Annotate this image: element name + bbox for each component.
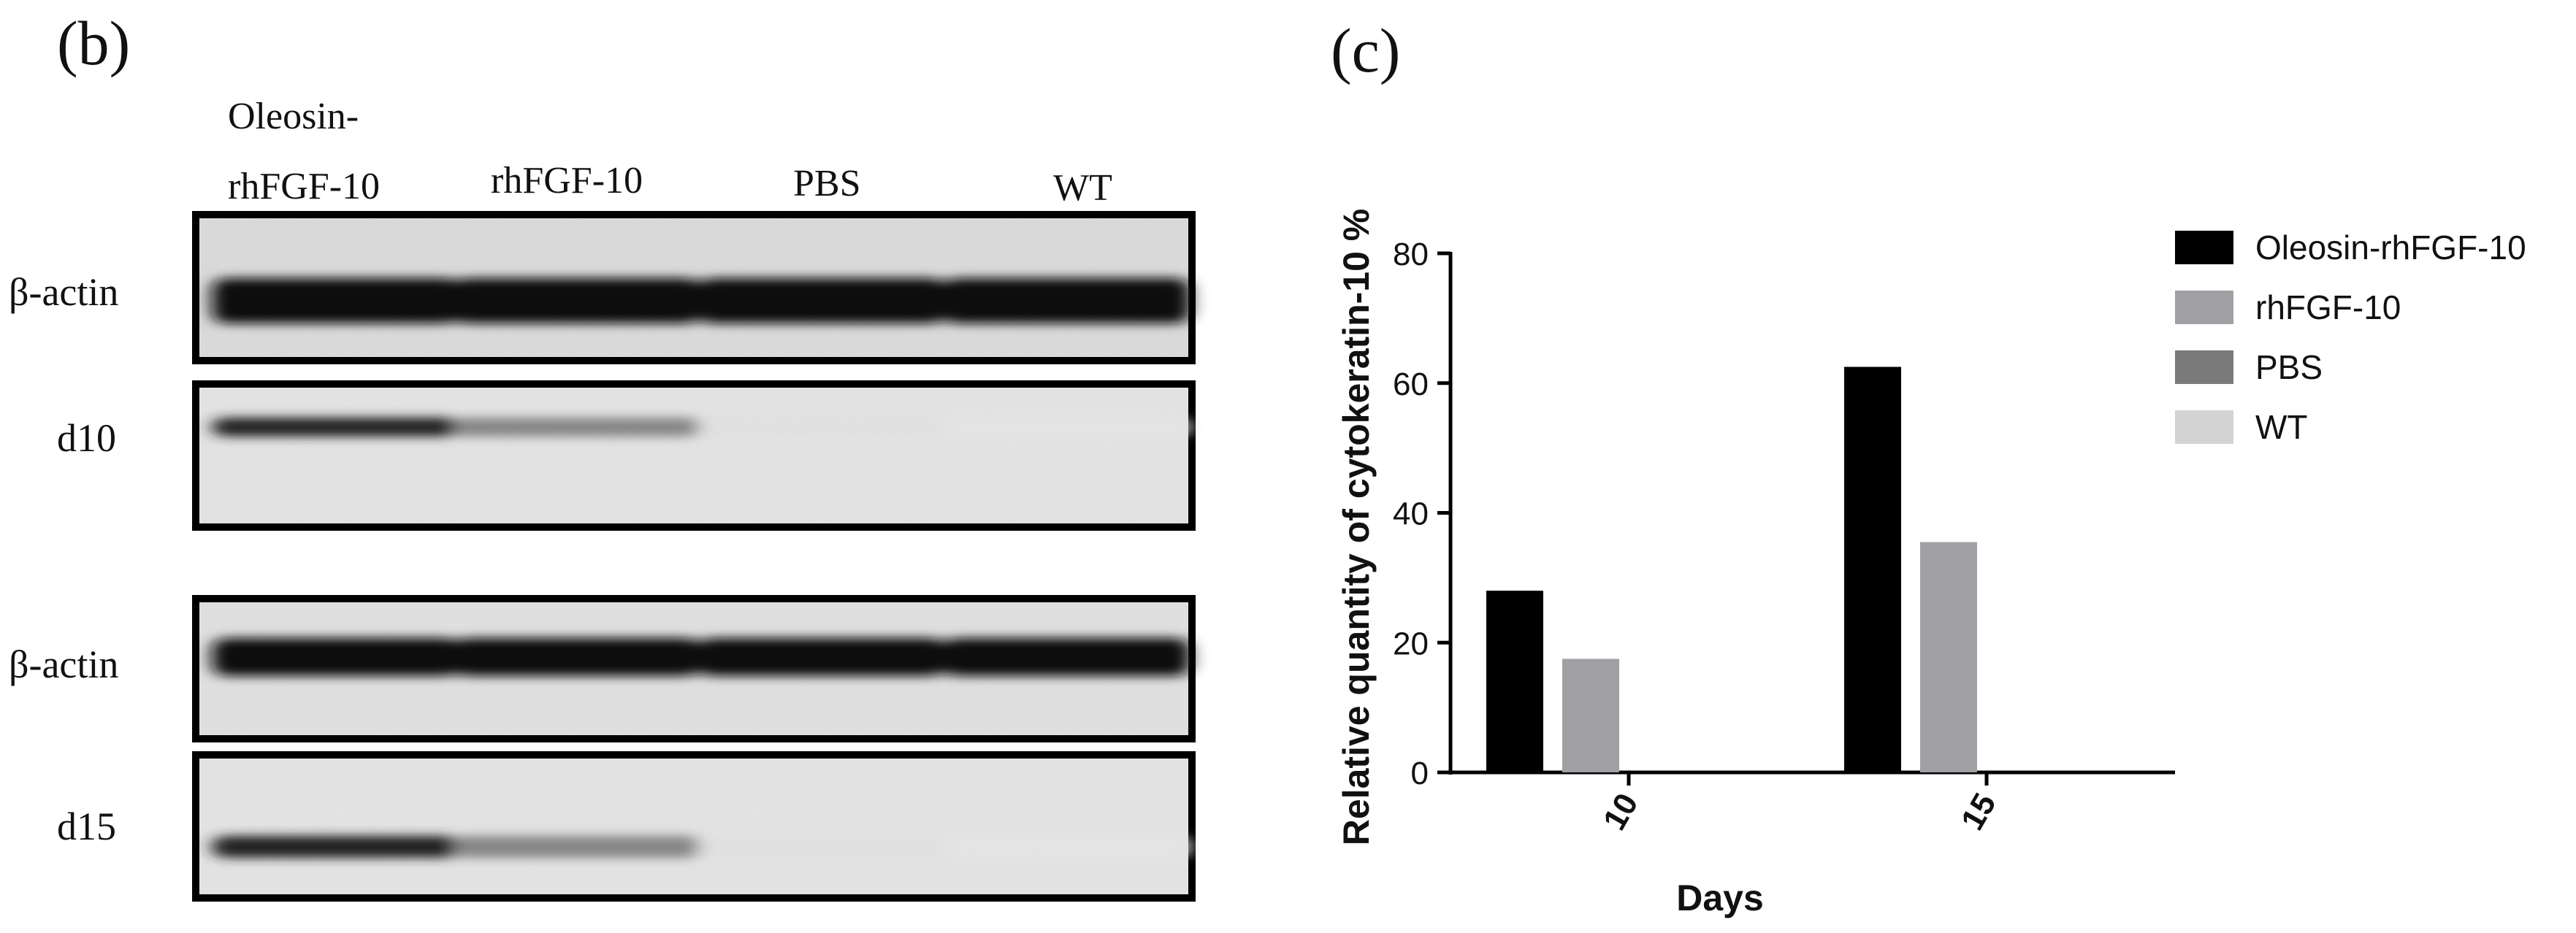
- legend-label-wt: WT: [2255, 408, 2308, 446]
- y-axis-title: Relative quantity of cytokeratin-10 %: [1336, 209, 1377, 845]
- bar-rhfgf-10-day-15: [1920, 542, 1977, 772]
- x-tick-label: 15: [1954, 788, 2003, 837]
- chart-panel: (c) Relative quantity of cytokeratin-10 …: [1331, 15, 2526, 918]
- d10-band-lane-3: [697, 418, 946, 437]
- d10-band-lane-2: [453, 418, 701, 437]
- lane-header-pbs: PBS: [793, 163, 861, 204]
- chart-bars: [1486, 366, 1977, 772]
- x-axis-title: Days: [1676, 878, 1764, 918]
- beta-actin-d15-band-lane-3: [697, 638, 946, 676]
- row-label-d15: d15: [57, 805, 116, 848]
- bar-rhfgf-10-day-10: [1562, 659, 1619, 772]
- d15-band-lane-1: [212, 836, 460, 858]
- beta-actin-d15-band-lane-2: [453, 638, 701, 676]
- lane-header-wt: WT: [1053, 167, 1112, 209]
- x-tick-label: 10: [1597, 788, 1646, 837]
- d15-band-lane-2: [453, 836, 701, 858]
- blot-strip-d15: [192, 751, 1196, 902]
- legend-swatch-rhfgf-10: [2175, 291, 2233, 324]
- beta-actin-d10-band-lane-4: [942, 278, 1190, 323]
- legend-swatch-wt: [2175, 410, 2233, 444]
- beta-actin-d15-band-lane-1: [212, 638, 460, 676]
- chart-panel-label: (c): [1331, 15, 1400, 85]
- y-tick-label: 20: [1393, 626, 1429, 661]
- bar-oleosin-rhfgf-10-day-10: [1486, 591, 1543, 772]
- blot-panel-label: (b): [57, 8, 130, 78]
- d10-band-lane-4: [942, 418, 1190, 437]
- d10-band-lane-1: [212, 418, 460, 437]
- y-tick-label: 40: [1393, 496, 1429, 532]
- legend-label-pbs: PBS: [2255, 348, 2323, 386]
- bar-oleosin-rhfgf-10-day-15: [1844, 366, 1901, 772]
- beta-actin-d15-band-lane-4: [942, 638, 1190, 676]
- legend-label-oleosin-rhfgf-10: Oleosin-rhFGF-10: [2255, 229, 2526, 266]
- row-label-d10: d10: [57, 416, 116, 460]
- row-label-beta-actin-d10: β-actin: [9, 270, 118, 314]
- blot-strip-beta-actin-d10: [192, 211, 1196, 364]
- row-label-beta-actin-d15: β-actin: [9, 642, 118, 686]
- y-tick-label: 60: [1393, 366, 1429, 402]
- d15-band-lane-4: [942, 836, 1190, 858]
- legend-label-rhfgf-10: rhFGF-10: [2255, 288, 2401, 326]
- chart-legend: Oleosin-rhFGF-10 rhFGF-10 PBS WT: [2175, 229, 2526, 446]
- d15-band-lane-3: [697, 836, 946, 858]
- lane-header-oleosin-line2: rhFGF-10: [228, 166, 380, 207]
- y-tick-label: 0: [1411, 756, 1429, 791]
- lane-header-oleosin-line1: Oleosin-: [228, 96, 359, 137]
- y-tick-label: 80: [1393, 237, 1429, 272]
- blot-strip-d10: [192, 380, 1196, 531]
- legend-swatch-oleosin-rhfgf-10: [2175, 231, 2233, 264]
- blot-strip-beta-actin-d15: [192, 595, 1196, 742]
- beta-actin-d10-band-lane-3: [697, 278, 946, 323]
- beta-actin-d10-band-lane-2: [453, 278, 701, 323]
- beta-actin-d10-band-lane-1: [212, 278, 460, 323]
- legend-swatch-pbs: [2175, 350, 2233, 384]
- lane-header-rhfgf10: rhFGF-10: [491, 160, 643, 201]
- blot-panel: (b) Oleosin- rhFGF-10 rhFGF-10 PBS WT β-…: [9, 8, 1196, 902]
